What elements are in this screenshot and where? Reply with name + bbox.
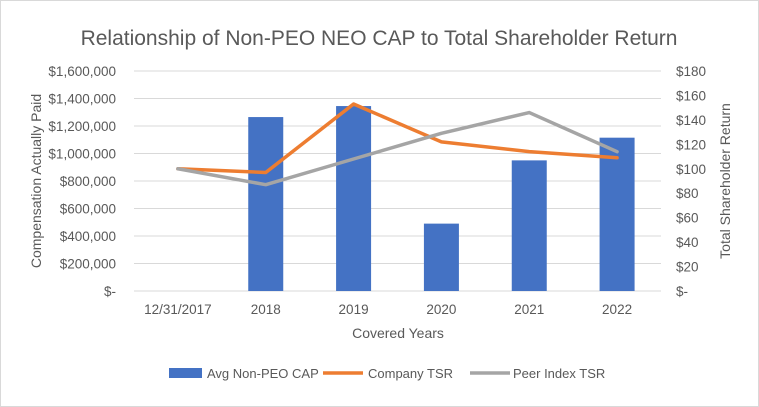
legend: Avg Non-PEO CAP Company TSR Peer Index TSR — [169, 366, 605, 381]
y-tick-label: $200,000 — [60, 257, 116, 272]
y2-tick-label: $80 — [676, 186, 699, 201]
x-tick-label: 12/31/2017 — [144, 302, 212, 317]
x-axis-title: Covered Years — [352, 325, 444, 341]
y2-tick-label: $20 — [676, 260, 699, 275]
y-tick-label: $1,000,000 — [48, 147, 116, 162]
x-tick-label: 2018 — [251, 302, 281, 317]
series-line — [176, 102, 619, 175]
bar — [336, 106, 372, 291]
y2-axis-title: Total Shareholder Return — [717, 103, 733, 259]
x-tick-label: 2021 — [514, 302, 544, 317]
legend-swatch — [169, 368, 202, 378]
legend-label: Company TSR — [368, 366, 453, 381]
x-tick-label: 2020 — [426, 302, 456, 317]
y2-tick-label: $40 — [676, 235, 699, 250]
y-tick-label: $800,000 — [60, 174, 116, 189]
bar-series — [248, 106, 635, 291]
y2-tick-label: $- — [676, 284, 688, 299]
legend-label: Avg Non-PEO CAP — [207, 366, 319, 381]
y-tick-label: $- — [104, 284, 116, 299]
x-axis-ticks: 12/31/2017 2018 2019 2020 2021 2022 — [144, 302, 632, 317]
bar — [511, 160, 547, 291]
y-tick-label: $1,600,000 — [48, 64, 116, 79]
right-axis-ticks: $- $20 $40 $60 $80 $100 $120 $140 $160 $180 — [676, 64, 706, 299]
left-axis-ticks: $- $200,000 $400,000 $600,000 $800,000 $1,000… — [48, 64, 116, 299]
y2-tick-label: $180 — [676, 64, 706, 79]
y-tick-label: $1,400,000 — [48, 92, 116, 107]
series-line — [176, 110, 619, 187]
y-axis-title: Compensation Actually Paid — [28, 94, 44, 268]
y-tick-label: $600,000 — [60, 202, 116, 217]
bar — [423, 223, 459, 291]
y-tick-label: $400,000 — [60, 229, 116, 244]
bar — [248, 117, 284, 291]
y2-tick-label: $160 — [676, 88, 706, 103]
y2-tick-label: $120 — [676, 137, 706, 152]
y2-tick-label: $100 — [676, 162, 706, 177]
line-series — [176, 102, 619, 187]
legend-label: Peer Index TSR — [513, 366, 605, 381]
y2-tick-label: $60 — [676, 211, 699, 226]
chart-title: Relationship of Non-PEO NEO CAP to Total… — [81, 27, 678, 50]
y-tick-label: $1,200,000 — [48, 119, 116, 134]
bar — [599, 137, 635, 291]
x-tick-label: 2022 — [602, 302, 632, 317]
x-tick-label: 2019 — [339, 302, 369, 317]
gridlines — [134, 70, 661, 292]
y2-tick-label: $140 — [676, 113, 706, 128]
